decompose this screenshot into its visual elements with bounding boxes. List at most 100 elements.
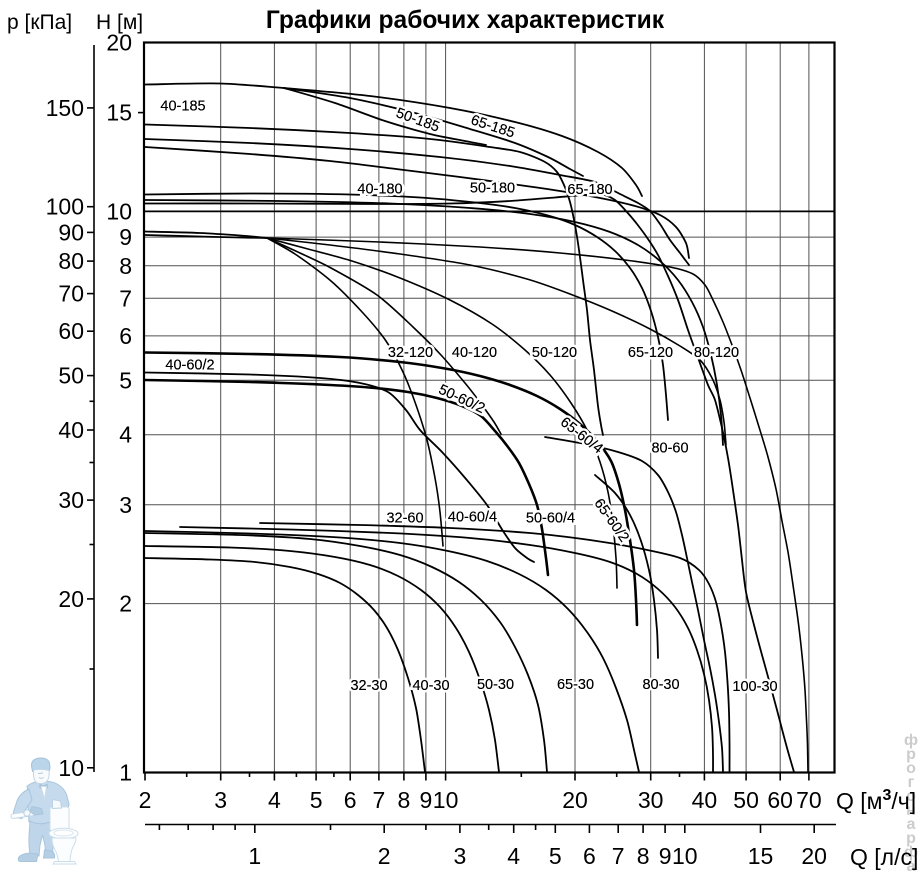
svg-text:30: 30: [638, 787, 664, 813]
svg-text:p [кПа]: p [кПа]: [7, 11, 72, 34]
svg-text:50-120: 50-120: [532, 345, 577, 361]
svg-text:8: 8: [398, 787, 411, 813]
svg-text:20: 20: [801, 843, 827, 869]
svg-text:1: 1: [248, 843, 261, 869]
svg-text:о: о: [906, 788, 916, 805]
svg-text:50-30: 50-30: [477, 677, 514, 693]
svg-text:9: 9: [420, 787, 433, 813]
svg-text:7: 7: [612, 843, 625, 869]
svg-text:3: 3: [454, 843, 467, 869]
svg-text:100: 100: [46, 194, 84, 220]
svg-text:H [м]: H [м]: [96, 11, 143, 34]
svg-text:4: 4: [119, 422, 132, 448]
svg-text:н: н: [906, 802, 916, 819]
svg-text:32-60: 32-60: [386, 511, 423, 527]
svg-text:5: 5: [310, 787, 323, 813]
svg-text:4: 4: [268, 787, 281, 813]
svg-text:10: 10: [672, 843, 698, 869]
svg-text:40: 40: [58, 417, 84, 443]
svg-text:80-30: 80-30: [642, 677, 679, 693]
svg-text:40-60/4: 40-60/4: [448, 510, 497, 526]
svg-text:80: 80: [58, 248, 84, 274]
svg-text:р: р: [906, 830, 916, 847]
svg-text:65-180: 65-180: [567, 182, 612, 198]
svg-text:40-60/2: 40-60/2: [165, 358, 214, 374]
svg-text:3: 3: [119, 492, 132, 518]
svg-text:6: 6: [583, 843, 596, 869]
svg-text:30: 30: [58, 487, 84, 513]
svg-text:32-120: 32-120: [388, 345, 433, 361]
svg-text:6: 6: [119, 323, 132, 349]
svg-text:50-180: 50-180: [470, 181, 515, 197]
svg-text:а: а: [907, 816, 916, 833]
svg-text:7: 7: [373, 787, 386, 813]
svg-text:100-30: 100-30: [732, 679, 777, 695]
svg-text:5: 5: [119, 367, 132, 393]
svg-text:65-180: 65-180: [567, 182, 612, 198]
svg-text:40-180: 40-180: [357, 182, 402, 198]
svg-text:8: 8: [119, 253, 132, 279]
svg-text:50: 50: [58, 363, 84, 389]
svg-text:а: а: [907, 858, 916, 875]
svg-text:40-120: 40-120: [452, 345, 497, 361]
svg-text:65-120: 65-120: [628, 345, 673, 361]
svg-text:80-60: 80-60: [651, 441, 688, 457]
svg-text:Графики рабочих характеристик: Графики рабочих характеристик: [266, 7, 665, 34]
svg-text:80-30: 80-30: [642, 677, 679, 693]
svg-text:90: 90: [58, 219, 84, 245]
svg-text:20: 20: [562, 787, 588, 813]
svg-text:10: 10: [106, 198, 132, 224]
svg-text:32-120: 32-120: [388, 345, 433, 361]
svg-text:8: 8: [637, 843, 650, 869]
svg-text:32-60: 32-60: [386, 511, 423, 527]
svg-text:40: 40: [692, 787, 718, 813]
svg-text:ф: ф: [904, 732, 918, 749]
svg-text:40-60/2: 40-60/2: [165, 358, 214, 374]
svg-text:2: 2: [119, 591, 132, 617]
svg-text:40-30: 40-30: [412, 678, 449, 694]
svg-text:70: 70: [58, 281, 84, 307]
svg-text:50-60/4: 50-60/4: [526, 511, 575, 527]
svg-text:60: 60: [58, 318, 84, 344]
svg-text:40-185: 40-185: [160, 99, 205, 115]
svg-text:50: 50: [733, 787, 759, 813]
svg-text:6: 6: [344, 787, 357, 813]
svg-text:5: 5: [549, 843, 562, 869]
svg-text:р: р: [906, 746, 916, 763]
svg-text:о: о: [906, 760, 916, 777]
svg-text:г: г: [908, 774, 915, 791]
svg-text:9: 9: [119, 224, 132, 250]
svg-text:100-30: 100-30: [732, 679, 777, 695]
svg-text:65-120: 65-120: [628, 345, 673, 361]
svg-text:40-60/4: 40-60/4: [448, 510, 497, 526]
svg-text:80-120: 80-120: [694, 345, 739, 361]
svg-text:1: 1: [119, 760, 132, 786]
svg-text:4: 4: [507, 843, 520, 869]
svg-text:50-180: 50-180: [470, 181, 515, 197]
svg-text:Q [л/с]: Q [л/с]: [850, 844, 918, 870]
svg-text:15: 15: [106, 100, 132, 126]
svg-text:50-60/4: 50-60/4: [526, 511, 575, 527]
svg-text:7: 7: [119, 285, 132, 311]
svg-text:10: 10: [433, 787, 459, 813]
svg-text:2: 2: [139, 787, 152, 813]
svg-text:80-60: 80-60: [651, 441, 688, 457]
svg-text:70: 70: [796, 787, 822, 813]
svg-text:150: 150: [46, 95, 84, 121]
svg-text:ф: ф: [904, 844, 918, 861]
svg-text:32-30: 32-30: [350, 678, 387, 694]
svg-text:40-120: 40-120: [452, 345, 497, 361]
svg-text:80-120: 80-120: [694, 345, 739, 361]
svg-text:60: 60: [767, 787, 793, 813]
svg-text:50-120: 50-120: [532, 345, 577, 361]
svg-text:32-30: 32-30: [350, 678, 387, 694]
svg-text:2: 2: [378, 843, 391, 869]
svg-text:40-30: 40-30: [412, 678, 449, 694]
svg-text:40-180: 40-180: [357, 182, 402, 198]
svg-text:20: 20: [106, 30, 132, 56]
svg-text:65-30: 65-30: [557, 677, 594, 693]
svg-text:10: 10: [58, 755, 84, 781]
svg-text:65-30: 65-30: [557, 677, 594, 693]
svg-text:20: 20: [58, 586, 84, 612]
svg-text:3: 3: [214, 787, 227, 813]
